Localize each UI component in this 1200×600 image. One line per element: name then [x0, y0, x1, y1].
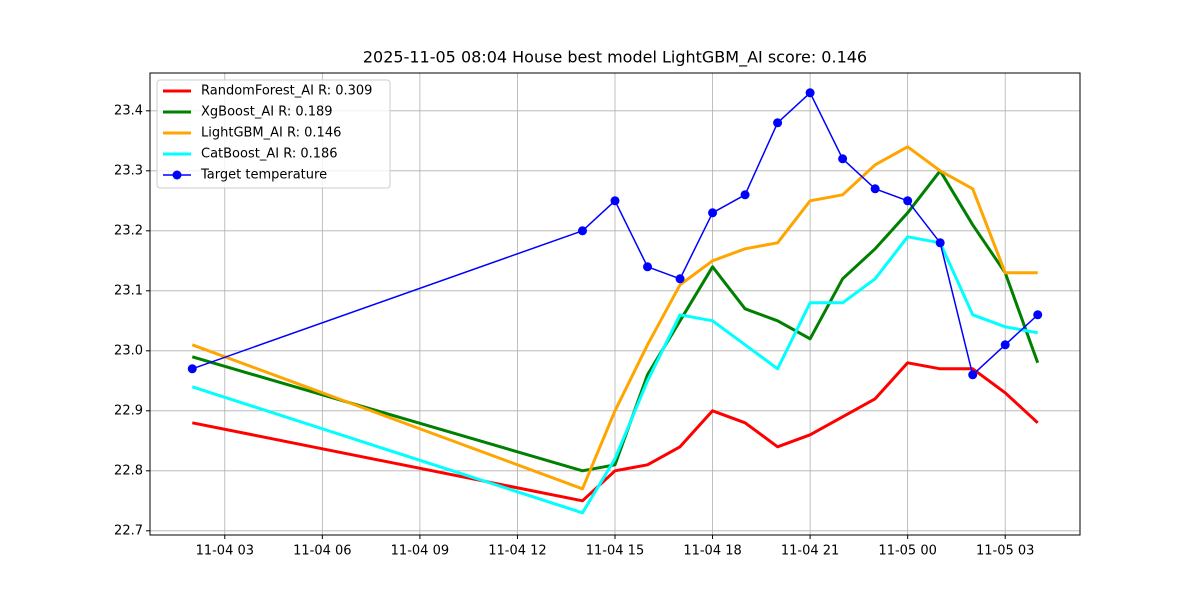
legend: RandomForest_AI R: 0.309 XgBoost_AI R: 0.… — [156, 79, 391, 189]
x-tick-label: 11-04 21 — [781, 544, 839, 559]
plot-frame — [149, 72, 1081, 536]
x-tick-label: 11-04 15 — [586, 544, 644, 559]
x-tick-label: 11-04 06 — [293, 544, 351, 559]
point — [903, 196, 913, 206]
point — [1000, 340, 1010, 350]
legend-label: Target temperature — [200, 168, 327, 183]
point — [610, 196, 620, 206]
point — [838, 154, 848, 164]
point — [187, 364, 197, 374]
legend-box — [156, 79, 391, 189]
point — [740, 190, 750, 200]
point — [577, 226, 587, 236]
chart-title: 2025-11-05 08:04 House best model LightG… — [363, 48, 867, 68]
point — [935, 238, 945, 248]
legend-label: LightGBM_AI R: 0.146 — [201, 126, 341, 141]
series-line — [191, 361, 1039, 503]
y-tick-label: 23.3 — [114, 163, 143, 178]
x-tick-label: 11-04 18 — [683, 544, 741, 559]
y-tick-label: 23.2 — [114, 223, 143, 238]
y-tick-label: 22.8 — [114, 463, 143, 478]
series-line — [191, 235, 1039, 515]
point — [643, 262, 653, 272]
point — [870, 184, 880, 194]
point — [1033, 310, 1043, 320]
y-tick-label: 23.1 — [114, 283, 143, 298]
x-tick-label: 11-04 03 — [196, 544, 254, 559]
legend-marker — [172, 170, 182, 180]
point — [805, 88, 815, 98]
legend-label: RandomForest_AI R: 0.309 — [201, 84, 372, 99]
y-tick-label: 22.9 — [114, 403, 143, 418]
y-tick-label: 23.4 — [114, 103, 143, 118]
legend-label: XgBoost_AI R: 0.189 — [201, 105, 333, 120]
x-tick-label: 11-04 12 — [488, 544, 546, 559]
legend-label: CatBoost_AI R: 0.186 — [201, 147, 338, 162]
y-tick-label: 23.0 — [114, 343, 143, 358]
y-tick-label: 22.7 — [114, 523, 143, 538]
x-tick-label: 11-05 00 — [878, 544, 936, 559]
series-line — [191, 145, 1038, 491]
point — [968, 370, 978, 380]
x-tick-label: 11-04 09 — [391, 544, 449, 559]
point — [675, 274, 685, 284]
point — [708, 208, 718, 218]
x-tick-label: 11-05 03 — [976, 544, 1034, 559]
point — [773, 118, 783, 128]
series-line — [192, 92, 1039, 376]
